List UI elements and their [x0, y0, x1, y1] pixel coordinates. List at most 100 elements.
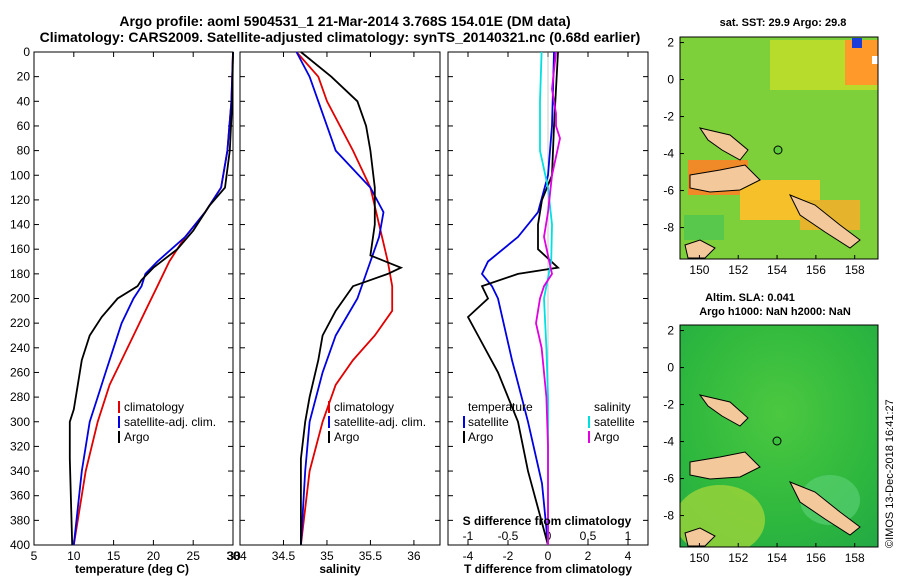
difference-legend-salinity: salinity satellite Argo: [588, 400, 635, 444]
map-y-tick-label: -4: [663, 147, 674, 161]
x-tick-label: 34: [233, 549, 247, 563]
sla-map-land: [684, 527, 716, 547]
map-y-tick-label: 2: [667, 324, 674, 338]
x-tick-label: -2: [503, 549, 514, 563]
x-tick-label: 34.5: [272, 549, 296, 563]
legend-t-argo: Argo: [468, 430, 494, 444]
sst-map-ticks: 150 152 154 156 158 2 0 -2 -4 -6 -8: [663, 36, 865, 277]
series-line-t-argo: [466, 51, 560, 546]
sst-map-land: [788, 194, 861, 249]
y-tick-label: 180: [10, 267, 30, 281]
y-tick-label: 280: [10, 390, 30, 404]
difference-legend-temperature: temperature satellite Argo: [463, 400, 533, 444]
figure-title-line2: Climatology: CARS2009. Satellite-adjuste…: [40, 29, 641, 45]
sst-map-title: sat. SST: 29.9 Argo: 29.8: [720, 17, 847, 29]
sla-map-land: [689, 451, 761, 480]
series-line-satellite-adj-clim-: [72, 51, 234, 546]
sst-map-cloud-pixel: [872, 56, 878, 64]
x-tick-label: 25: [187, 549, 201, 563]
series-line-s-argo: [535, 51, 561, 545]
timestamp: ©IMOS 13-Dec-2018 16:41:27: [884, 399, 896, 548]
y-tick-label: 300: [10, 415, 30, 429]
map-y-tick-label: -2: [663, 110, 674, 124]
x-tick-label: 4: [625, 549, 632, 563]
map-y-tick-label: -6: [663, 472, 674, 486]
salinity-panel: 34 34.5 35 35.5 36: [233, 51, 441, 563]
legend-temperature-title: temperature: [468, 400, 533, 414]
map-x-tick-label: 158: [845, 551, 865, 565]
y-tick-label: 340: [10, 464, 30, 478]
x-tick-label: 10: [67, 549, 81, 563]
x-tick-label: 36: [407, 549, 421, 563]
y-tick-label: 200: [10, 292, 30, 306]
sla-map: 150 152 154 156 158 2 0 -2 -4 -6 -8: [663, 324, 879, 565]
map-x-tick-label: 152: [728, 551, 748, 565]
sla-map-land: [698, 394, 749, 427]
difference-xlabel-top: S difference from climatology: [463, 514, 632, 528]
x-tick-label: 15: [107, 549, 121, 563]
map-y-tick-label: 0: [667, 73, 674, 87]
legend-climatology: climatology: [124, 400, 184, 414]
x-tick-label: -4: [463, 549, 474, 563]
map-y-tick-label: -2: [663, 398, 674, 412]
argo-location-marker: [773, 145, 783, 155]
y-tick-label: 100: [10, 168, 30, 182]
y-tick-label: 220: [10, 316, 30, 330]
series-line-climatology: [72, 51, 234, 546]
legend-s-satellite: satellite: [594, 415, 635, 429]
sst-map-land: [689, 164, 761, 193]
series-line-argo: [299, 51, 404, 545]
x-tick-top-label: -1: [463, 529, 474, 543]
sst-map-land: [698, 127, 749, 161]
x-tick-label: 30: [226, 549, 240, 563]
map-x-tick-label: 152: [728, 263, 748, 277]
sst-map-land: [684, 239, 716, 259]
y-tick-label: 320: [10, 439, 30, 453]
x-tick-label: 35.5: [359, 549, 383, 563]
map-x-tick-label: 158: [845, 263, 865, 277]
map-y-tick-label: 2: [667, 36, 674, 50]
map-x-tick-label: 150: [689, 263, 709, 277]
temperature-legend: climatology satellite-adj. clim. Argo: [118, 400, 216, 444]
series-line-satellite-adj-clim-: [295, 51, 385, 546]
sst-map-field-cool: [684, 215, 724, 240]
x-tick-top-label: -0.5: [498, 529, 519, 543]
legend-argo: Argo: [334, 430, 360, 444]
legend-t-satellite: satellite: [468, 415, 509, 429]
figure-title-line1: Argo profile: aoml 5904531_1 21-Mar-2014…: [119, 13, 570, 29]
y-tick-label: 160: [10, 242, 30, 256]
y-tick-label: 120: [10, 193, 30, 207]
sla-map-title-line2: Argo h1000: NaN h2000: NaN: [699, 306, 851, 318]
salinity-legend: climatology satellite-adj. clim. Argo: [328, 400, 426, 444]
sla-map-title-line1: Altim. SLA: 0.041: [705, 292, 795, 304]
y-tick-label: 260: [10, 365, 30, 379]
y-tick-label: 40: [17, 94, 31, 108]
map-x-tick-label: 154: [767, 263, 787, 277]
salinity-xlabel: salinity: [319, 562, 361, 576]
temperature-panel: 0 20 40 60 80 100 120 140 160 180 200 220 240 260 280 3…: [10, 45, 241, 563]
y-tick-label: 140: [10, 218, 30, 232]
series-line-s-satellite: [539, 51, 553, 545]
sst-map: 150 152 154 156 158 2 0 -2 -4 -6 -8: [663, 36, 879, 277]
map-x-tick-label: 154: [767, 551, 787, 565]
x-tick-top-label: 0.5: [580, 529, 597, 543]
x-tick-label: 35: [320, 549, 334, 563]
map-y-tick-label: -8: [663, 509, 674, 523]
map-x-tick-label: 156: [806, 263, 826, 277]
legend-salinity-title: salinity: [594, 400, 631, 414]
map-x-tick-label: 150: [689, 551, 709, 565]
legend-argo: Argo: [124, 430, 150, 444]
x-tick-top-label: 1: [625, 529, 632, 543]
series-line-argo: [68, 51, 234, 546]
temperature-xlabel: temperature (deg C): [75, 562, 189, 576]
x-tick-label: 2: [585, 549, 592, 563]
x-tick-label: 30: [227, 549, 241, 563]
y-tick-label: 0: [23, 45, 30, 59]
series-line-climatology: [295, 51, 394, 546]
map-y-tick-label: -8: [663, 221, 674, 235]
map-y-tick-label: 0: [667, 361, 674, 375]
y-tick-label: 400: [10, 538, 30, 552]
argo-location-marker: [772, 436, 782, 446]
y-tick-label: 60: [17, 119, 31, 133]
